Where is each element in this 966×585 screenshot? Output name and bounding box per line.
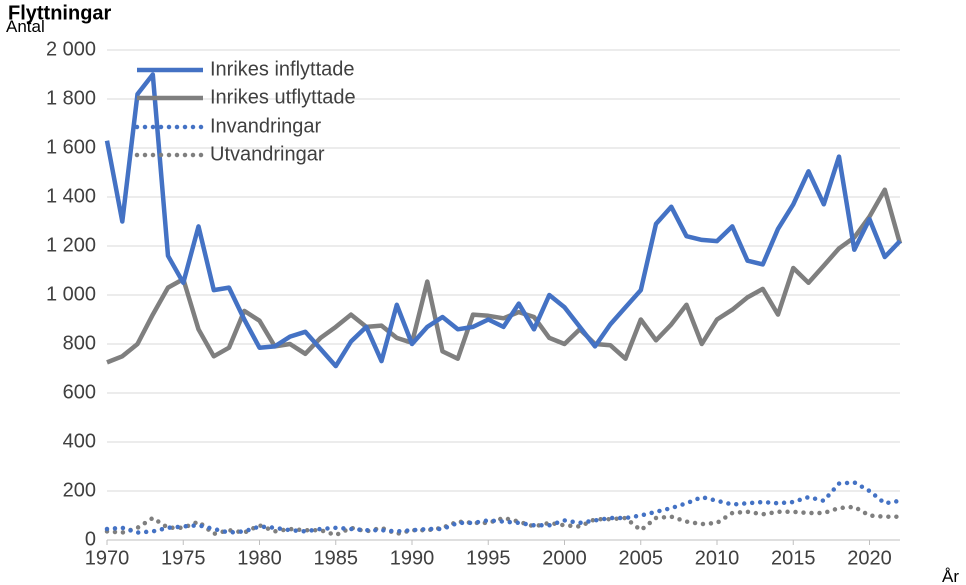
y-tick-label: 1 200 [46,234,96,256]
legend-label: Inrikes utflyttade [210,86,356,108]
x-tick-label: 2020 [847,547,892,569]
series-lines [104,72,903,538]
y-tick-label: 2 000 [46,38,96,60]
series-line-inrikes-inflyttade [104,72,902,369]
legend-label: Invandringar [210,115,322,137]
x-tick-label: 1995 [466,547,511,569]
y-axis-title: Antal [6,17,45,36]
y-tick-label: 1 000 [46,283,96,305]
legend-label: Inrikes inflyttade [210,58,355,80]
x-tick-label: 2005 [619,547,664,569]
y-tick-label: 800 [63,332,96,354]
x-tick-label: 1975 [161,547,206,569]
y-tick-label: 600 [63,381,96,403]
y-tick-label: 0 [85,528,96,550]
series-line-inrikes-utflyttade [106,187,903,365]
gridlines [107,49,900,541]
series-line-invandringar [104,480,903,535]
x-tick-label: 2015 [771,547,816,569]
x-tick-label: 2010 [695,547,740,569]
legend: Inrikes inflyttade Inrikes utflyttade Inva… [134,58,356,165]
x-tick-label: 1990 [390,547,435,569]
x-tick-label: 1980 [237,547,282,569]
x-axis-ticks: 1970 1975 1980 1985 1990 1995 2000 2005 2010 2015… [85,540,892,569]
y-tick-label: 1 400 [46,185,96,207]
x-axis-title: År [942,567,959,585]
y-tick-label: 1 800 [46,87,96,109]
y-tick-label: 400 [63,430,96,452]
x-tick-label: 1970 [85,547,130,569]
y-axis-ticks: 0 200 400 600 800 1 000 1 200 1 400 1 600 1 800 2 … [46,38,96,550]
y-tick-label: 1 600 [46,136,96,158]
legend-label: Utvandringar [210,143,325,165]
x-tick-label: 2000 [542,547,587,569]
x-tick-label: 1985 [314,547,359,569]
y-tick-label: 200 [63,479,96,501]
chart-title: Flyttningar [8,3,112,25]
